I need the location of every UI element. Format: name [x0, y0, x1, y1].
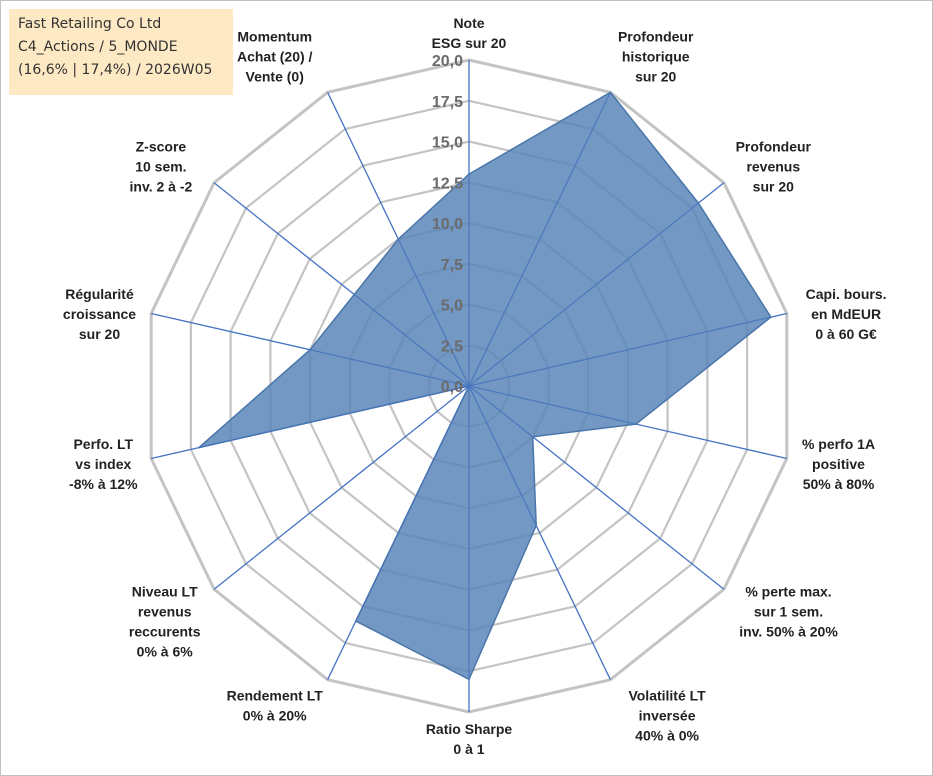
series-spoke-11: [309, 349, 470, 387]
series-spoke-6: [468, 385, 537, 526]
axis-label-line: sur 20: [635, 69, 676, 85]
tick-label: 20,0: [432, 53, 463, 70]
axis-label-line: 40% à 0%: [635, 728, 699, 744]
series-spoke-12: [353, 294, 470, 387]
performance-stats: (16,6% | 17,4%) / 2026W05: [18, 62, 213, 78]
series-spoke-10: [198, 385, 470, 449]
tick-label: 17,5: [432, 94, 463, 111]
axis-label-line: inv. 2 à -2: [130, 178, 193, 194]
axis-label-line: % perte max.: [745, 584, 831, 600]
axis-label-3: Capi. bours. en MdEUR 0 à 60 G€: [806, 286, 887, 342]
axis-label-9: Niveau LT revenus reccurents 0% à 6%: [129, 584, 201, 660]
radar-series: [198, 91, 772, 681]
axis-label-line: 50% à 80%: [803, 476, 875, 492]
axis-label-line: Profondeur: [618, 29, 694, 45]
axis-label-line: historique: [622, 49, 690, 65]
axis-label-line: Note: [453, 15, 484, 31]
axis-label-line: Z-score: [136, 138, 187, 154]
tick-label: 7,5: [441, 257, 463, 274]
series-spoke-8: [355, 385, 470, 622]
tick-label: 10,0: [432, 216, 463, 233]
series-spoke-5: [468, 385, 534, 438]
axis-label-line: Niveau LT: [132, 584, 198, 600]
axis-label-line: reccurents: [129, 624, 201, 640]
axis-label-12: Z-score 10 sem. inv. 2 à -2: [130, 138, 193, 194]
axis-label-13: Momentum Achat (20) / Vente (0): [237, 29, 313, 85]
company-name: Fast Retailing Co Ltd: [18, 16, 162, 32]
axis-label-line: Profondeur: [736, 138, 812, 154]
axis-label-line: Capi. bours.: [806, 286, 887, 302]
axis-label-line: sur 20: [79, 326, 120, 342]
series-spoke-3: [468, 316, 772, 387]
axis-label-line: Vente (0): [246, 69, 304, 85]
axis-label-10: Perfo. LT vs index -8% à 12%: [69, 436, 138, 492]
series-spoke-4: [468, 385, 637, 425]
series-spoke-13: [397, 238, 470, 387]
axis-label-line: inv. 50% à 20%: [739, 624, 838, 640]
axis-label-2: Profondeur revenus sur 20: [736, 138, 812, 194]
axis-label-line: 0 à 1: [453, 741, 484, 757]
tick-label: 5,0: [441, 298, 463, 315]
axis-label-line: sur 1 sem.: [754, 604, 823, 620]
axis-label-line: en MdEUR: [811, 306, 881, 322]
portfolio-name: C4_Actions / 5_MONDE: [18, 39, 178, 55]
axis-label-line: revenus: [746, 158, 800, 174]
tick-label: 2,5: [441, 338, 463, 355]
spoke-9: [213, 385, 470, 590]
axis-label-line: -8% à 12%: [69, 476, 138, 492]
axis-label-line: positive: [812, 456, 865, 472]
axis-label-line: Rendement LT: [227, 688, 324, 704]
series-spoke-1: [468, 92, 611, 387]
axis-label-5: % perte max. sur 1 sem. inv. 50% à 20%: [739, 584, 838, 640]
series-spoke-2: [468, 202, 699, 387]
tick-label: 12,5: [432, 175, 463, 192]
axis-label-line: 0 à 60 G€: [815, 326, 877, 342]
series-area: [198, 91, 772, 681]
axis-label-line: revenus: [138, 604, 192, 620]
axis-label-line: ESG sur 20: [432, 35, 507, 51]
axis-label-1: Profondeur historique sur 20: [618, 29, 694, 85]
axis-label-line: % perfo 1A: [802, 436, 875, 452]
axis-label-line: Achat (20) /: [237, 49, 313, 65]
axis-label-line: vs index: [75, 456, 131, 472]
axis-label-line: Perfo. LT: [73, 436, 133, 452]
tick-label: 15,0: [432, 135, 463, 152]
axis-label-line: Volatilité LT: [628, 688, 706, 704]
axis-label-line: Momentum: [237, 29, 312, 45]
axis-label-7: Ratio Sharpe 0 à 1: [426, 721, 513, 757]
tick-label: 0,0: [441, 379, 463, 396]
axis-label-line: croissance: [63, 306, 136, 322]
axis-label-8: Rendement LT 0% à 20%: [227, 688, 324, 724]
axis-label-line: Régularité: [65, 286, 134, 302]
axis-label-4: % perfo 1A positive 50% à 80%: [802, 436, 875, 492]
axis-label-line: 10 sem.: [135, 158, 186, 174]
info-box: Fast Retailing Co Ltd C4_Actions / 5_MON…: [9, 9, 233, 95]
axis-label-line: 0% à 20%: [243, 708, 307, 724]
axis-label-6: Volatilité LT inversée 40% à 0%: [628, 688, 706, 744]
axis-label-0: Note ESG sur 20: [432, 15, 507, 51]
radar-tick-labels: 0,0 2,5 5,0 7,5 10,0 12,5 15,0 17,5 20,0: [432, 53, 463, 396]
axis-label-line: sur 20: [753, 178, 794, 194]
axis-label-line: Ratio Sharpe: [426, 721, 513, 737]
axis-label-11: Régularité croissance sur 20: [63, 286, 136, 342]
axis-label-line: 0% à 6%: [137, 644, 194, 660]
axis-label-line: inversée: [639, 708, 696, 724]
radar-axis-labels: Note ESG sur 20 Profondeur historique sur 20…: [63, 15, 887, 757]
